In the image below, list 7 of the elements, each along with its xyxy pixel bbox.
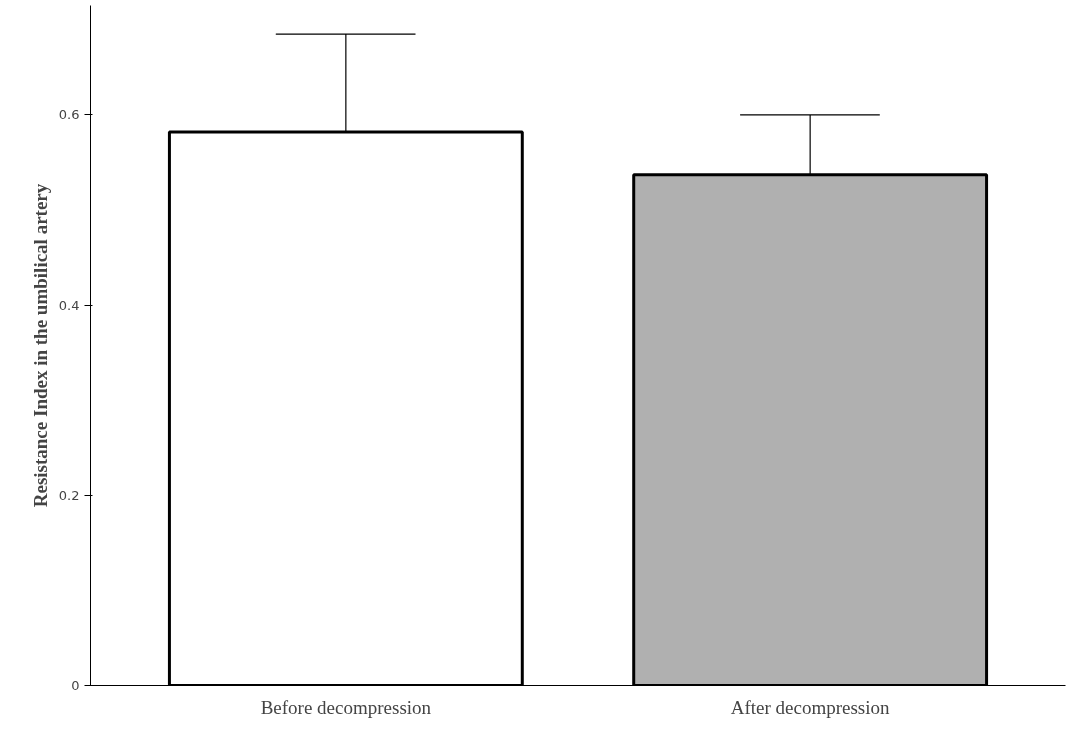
y-tick-label: 0.6 xyxy=(58,107,80,123)
x-tick-label: Before decompression xyxy=(260,696,432,718)
y-tick-label: 0.2 xyxy=(58,487,80,503)
x-tick-label: After decompression xyxy=(730,696,891,718)
y-axis-title: Resistance Index in the umbilical artery xyxy=(29,183,51,508)
y-tick-label: 0.4 xyxy=(58,297,80,313)
y-tick-label: 0 xyxy=(71,678,80,693)
